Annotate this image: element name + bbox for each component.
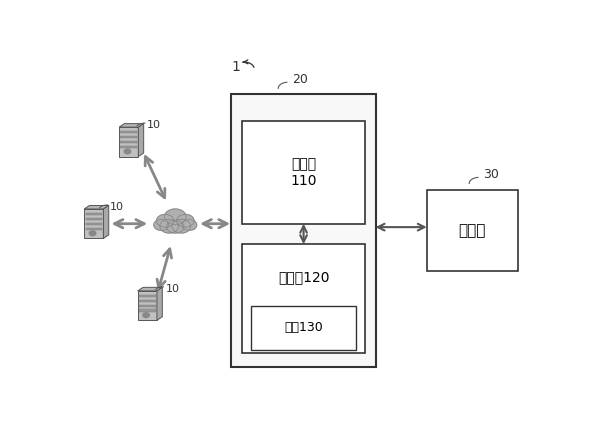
- Circle shape: [166, 220, 184, 233]
- Circle shape: [143, 313, 150, 318]
- Polygon shape: [119, 127, 138, 156]
- Text: 30: 30: [483, 168, 499, 181]
- Bar: [120, 136, 137, 138]
- Polygon shape: [157, 288, 162, 320]
- Circle shape: [156, 214, 174, 227]
- Polygon shape: [84, 209, 103, 238]
- Bar: [242, 121, 365, 224]
- Text: 10: 10: [166, 284, 180, 294]
- Polygon shape: [138, 288, 162, 291]
- Text: 20: 20: [291, 73, 308, 85]
- Circle shape: [172, 219, 191, 233]
- Bar: [231, 94, 376, 367]
- Bar: [139, 299, 156, 302]
- Polygon shape: [138, 124, 144, 156]
- Bar: [139, 310, 156, 312]
- Bar: [139, 295, 156, 297]
- Bar: [242, 244, 365, 354]
- Circle shape: [154, 220, 168, 230]
- Circle shape: [90, 231, 96, 236]
- Polygon shape: [119, 124, 144, 127]
- Text: 数据库: 数据库: [459, 223, 486, 238]
- Bar: [251, 306, 356, 350]
- Bar: [85, 223, 102, 225]
- Bar: [120, 131, 137, 133]
- Text: 处理器
110: 处理器 110: [290, 157, 317, 188]
- Polygon shape: [138, 291, 157, 320]
- Bar: [85, 228, 102, 230]
- Polygon shape: [103, 206, 109, 238]
- Circle shape: [160, 219, 178, 233]
- Text: 指令130: 指令130: [284, 321, 323, 334]
- Text: 存储器120: 存储器120: [278, 270, 329, 284]
- Text: 10: 10: [147, 120, 161, 130]
- Circle shape: [124, 149, 131, 154]
- Text: 1: 1: [231, 60, 240, 74]
- Bar: [85, 213, 102, 215]
- Polygon shape: [84, 206, 109, 209]
- Circle shape: [182, 220, 197, 230]
- Bar: [120, 141, 137, 143]
- Circle shape: [165, 209, 186, 225]
- Bar: [139, 304, 156, 307]
- Text: 10: 10: [110, 202, 124, 212]
- Bar: [120, 146, 137, 148]
- Bar: [427, 190, 517, 272]
- Bar: [85, 218, 102, 220]
- Circle shape: [177, 214, 194, 227]
